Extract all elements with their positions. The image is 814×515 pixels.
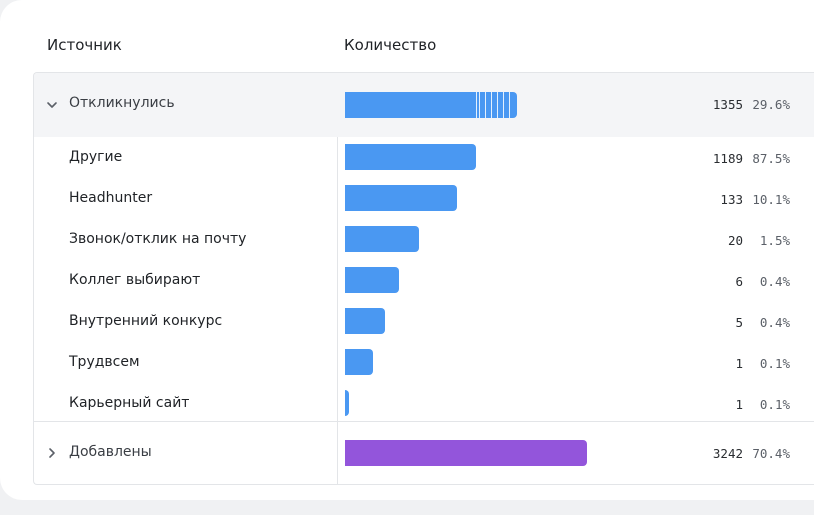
column-header-source: Источник [47,36,122,54]
list-item: Коллег выбирают 6 0.4% [34,260,814,301]
source-label: Headhunter [69,190,153,206]
source-table: Откликнулись 1355 29.6% Другие 1189 87.5… [33,72,814,485]
column-divider [337,73,338,484]
group-label: Добавлены [69,444,152,460]
bar-segment-divider [497,92,498,118]
source-percent: 1.5% [759,233,790,248]
chevron-down-icon[interactable] [44,97,60,113]
list-item: Звонок/отклик на почту 20 1.5% [34,219,814,260]
bar-segment-divider [503,92,504,118]
source-count: 6 [735,274,743,289]
source-count: 1 [735,397,743,412]
list-item: Внутренний конкурс 5 0.4% [34,301,814,342]
source-label: Внутренний конкурс [69,313,223,329]
group-percent: 29.6% [752,97,790,112]
source-percent: 0.4% [759,274,790,289]
source-stats-card: Источник Количество Откликнулись 1355 29… [0,0,814,500]
list-item: Карьерный сайт 1 0.1% [34,383,814,421]
source-percent: 0.4% [759,315,790,330]
source-percent: 87.5% [752,151,790,166]
list-item: Headhunter 133 10.1% [34,178,814,219]
group-percent: 70.4% [752,446,790,461]
bar-segment-divider [491,92,492,118]
source-bar [345,349,373,375]
source-bar [345,308,385,334]
column-header-count: Количество [344,36,437,54]
source-label: Карьерный сайт [69,395,190,411]
group-divider [34,421,814,422]
source-count: 1 [735,356,743,371]
source-label: Трудвсем [69,354,140,370]
source-count: 5 [735,315,743,330]
bar-segment-divider [479,92,480,118]
list-item: Другие 1189 87.5% [34,137,814,178]
source-bar [345,185,457,211]
bar-segment-divider [485,92,486,118]
chevron-right-icon[interactable] [44,445,60,461]
group-bar [345,440,587,466]
source-percent: 0.1% [759,356,790,371]
source-label: Коллег выбирают [69,272,201,288]
source-label: Звонок/отклик на почту [69,231,247,247]
bar-segment-divider [476,92,477,118]
source-count: 133 [720,192,743,207]
group-row-added[interactable]: Добавлены 3242 70.4% [34,422,814,484]
list-item: Трудвсем 1 0.1% [34,342,814,383]
source-bar [345,144,476,170]
source-count: 1189 [712,151,743,166]
source-percent: 10.1% [752,192,790,207]
source-bar [345,390,349,416]
source-label: Другие [69,149,123,165]
group-count: 3242 [712,446,743,461]
group-bar [345,92,517,118]
group-row-responded[interactable]: Откликнулись 1355 29.6% [34,73,814,137]
source-count: 20 [727,233,743,248]
source-bar [345,267,399,293]
group-count: 1355 [712,97,743,112]
bar-segment-divider [509,92,510,118]
source-bar [345,226,419,252]
source-percent: 0.1% [759,397,790,412]
group-label: Откликнулись [69,95,175,111]
